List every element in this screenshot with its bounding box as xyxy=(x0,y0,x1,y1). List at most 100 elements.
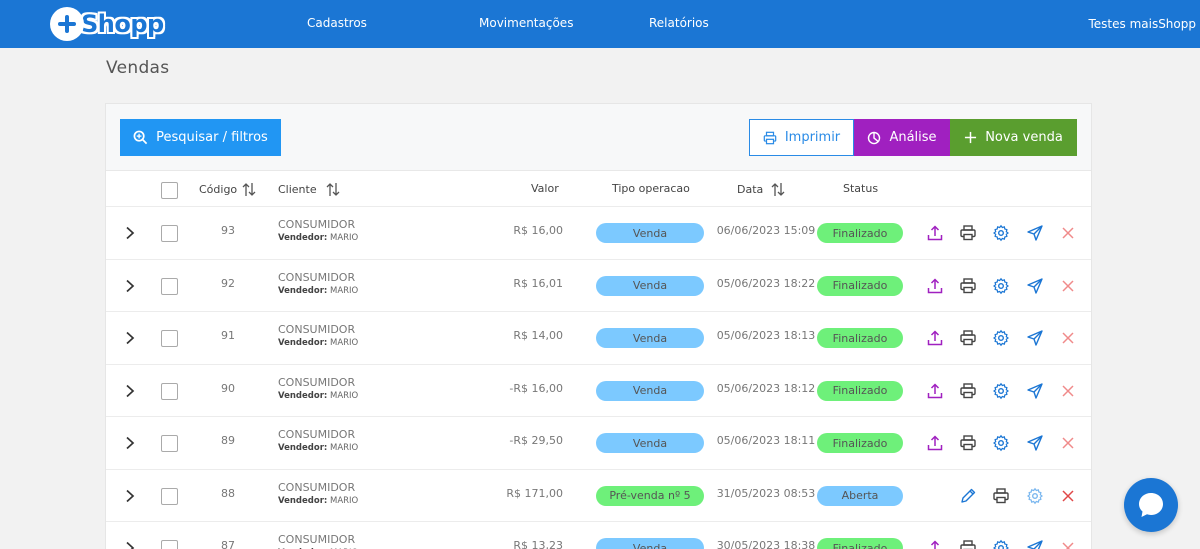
cell-data: 05/06/2023 18:11 xyxy=(716,434,816,447)
cell-codigo: 91 xyxy=(221,329,235,342)
gear-icon[interactable] xyxy=(992,434,1010,452)
cliente-name: CONSUMIDOR xyxy=(278,218,356,231)
cell-cliente: CONSUMIDOR Vendedor: MARIO xyxy=(278,428,358,453)
printer-icon[interactable] xyxy=(959,329,977,347)
cell-cliente: CONSUMIDOR Vendedor: MARIO xyxy=(278,533,358,549)
cell-cliente: CONSUMIDOR Vendedor: MARIO xyxy=(278,271,358,296)
table-row[interactable]: 87 CONSUMIDOR Vendedor: MARIO R$ 13,23 V… xyxy=(106,522,1091,549)
printer-icon[interactable] xyxy=(959,277,977,295)
close-icon[interactable] xyxy=(1059,382,1077,400)
nav-movimentacoes[interactable]: Movimentações xyxy=(479,16,574,30)
gear-icon[interactable] xyxy=(992,277,1010,295)
header-data-label: Data xyxy=(737,183,764,196)
upload-icon[interactable] xyxy=(926,382,944,400)
close-icon[interactable] xyxy=(1059,487,1077,505)
table-row[interactable]: 88 CONSUMIDOR Vendedor: MARIO R$ 171,00 … xyxy=(106,470,1091,522)
close-icon[interactable] xyxy=(1059,277,1077,295)
send-icon[interactable] xyxy=(1026,277,1044,295)
sort-icon xyxy=(771,183,785,196)
close-icon[interactable] xyxy=(1059,539,1077,549)
chat-button[interactable] xyxy=(1124,478,1178,532)
header-codigo[interactable]: Código xyxy=(199,182,256,197)
toolbar: Pesquisar / filtros Imprimir Análise Nov… xyxy=(106,104,1091,171)
table-row[interactable]: 91 CONSUMIDOR Vendedor: MARIO R$ 14,00 V… xyxy=(106,312,1091,365)
upload-icon[interactable] xyxy=(926,277,944,295)
table-header: Código Cliente Valor Tipo operacao Data … xyxy=(106,171,1091,207)
tipo-badge: Venda xyxy=(596,328,704,348)
search-filters-button[interactable]: Pesquisar / filtros xyxy=(120,119,281,156)
printer-icon[interactable] xyxy=(992,487,1010,505)
app-logo[interactable]: Shopp xyxy=(50,7,164,41)
cell-valor: R$ 14,00 xyxy=(513,329,563,342)
send-icon[interactable] xyxy=(1026,224,1044,242)
upload-icon[interactable] xyxy=(926,224,944,242)
user-menu[interactable]: Testes maisShopp xyxy=(1088,17,1196,31)
table-row[interactable]: 90 CONSUMIDOR Vendedor: MARIO -R$ 16,00 … xyxy=(106,365,1091,417)
row-checkbox[interactable] xyxy=(161,435,178,452)
header-data[interactable]: Data xyxy=(737,182,785,197)
table-row[interactable]: 89 CONSUMIDOR Vendedor: MARIO -R$ 29,50 … xyxy=(106,417,1091,470)
gear-icon[interactable] xyxy=(1026,487,1044,505)
gear-icon[interactable] xyxy=(992,329,1010,347)
send-icon[interactable] xyxy=(1026,434,1044,452)
header-codigo-label: Código xyxy=(199,183,238,196)
send-icon[interactable] xyxy=(1026,329,1044,347)
vendedor-line: Vendedor: MARIO xyxy=(278,443,358,453)
upload-icon[interactable] xyxy=(926,539,944,549)
chevron-right-icon[interactable] xyxy=(124,488,136,507)
vendedor-label: Vendedor: xyxy=(278,233,328,243)
close-icon[interactable] xyxy=(1059,434,1077,452)
row-checkbox[interactable] xyxy=(161,330,178,347)
row-checkbox[interactable] xyxy=(161,225,178,242)
row-checkbox[interactable] xyxy=(161,382,178,400)
chevron-right-icon[interactable] xyxy=(124,278,136,297)
cell-codigo: 89 xyxy=(221,434,235,447)
analise-button[interactable]: Análise xyxy=(854,119,950,156)
header-valor: Valor xyxy=(531,182,559,195)
printer-icon[interactable] xyxy=(959,539,977,549)
vendedor-name: MARIO xyxy=(330,390,359,401)
cell-codigo: 90 xyxy=(221,381,235,395)
chevron-right-icon[interactable] xyxy=(124,383,136,402)
chevron-right-icon[interactable] xyxy=(124,540,136,549)
upload-icon[interactable] xyxy=(926,329,944,347)
chevron-right-icon[interactable] xyxy=(124,330,136,349)
select-all-checkbox[interactable] xyxy=(161,182,178,199)
upload-icon[interactable] xyxy=(926,434,944,452)
cell-codigo: 87 xyxy=(221,539,235,549)
vendedor-line: Vendedor: MARIO xyxy=(278,233,358,243)
cell-valor: -R$ 29,50 xyxy=(509,434,563,447)
nav-cadastros[interactable]: Cadastros xyxy=(307,16,367,30)
table-row[interactable]: 93 CONSUMIDOR Vendedor: MARIO R$ 16,00 V… xyxy=(106,207,1091,260)
nav-relatorios[interactable]: Relatórios xyxy=(649,16,709,30)
gear-icon[interactable] xyxy=(992,382,1010,400)
print-button[interactable]: Imprimir xyxy=(749,119,854,156)
vendedor-label: Vendedor: xyxy=(278,390,328,401)
row-checkbox[interactable] xyxy=(161,277,178,295)
table-row[interactable]: 92 CONSUMIDOR Vendedor: MARIO R$ 16,01 V… xyxy=(106,260,1091,312)
printer-icon[interactable] xyxy=(959,224,977,242)
close-icon[interactable] xyxy=(1059,224,1077,242)
cell-cliente: CONSUMIDOR Vendedor: MARIO xyxy=(278,376,358,401)
send-icon[interactable] xyxy=(1026,382,1044,400)
printer-icon[interactable] xyxy=(959,434,977,452)
nova-venda-button[interactable]: Nova venda xyxy=(950,119,1077,156)
chevron-right-icon[interactable] xyxy=(124,225,136,244)
cell-data: 31/05/2023 08:53 xyxy=(716,486,816,500)
search-filters-label: Pesquisar / filtros xyxy=(156,130,268,145)
gear-icon[interactable] xyxy=(992,224,1010,242)
chat-icon xyxy=(1139,493,1163,517)
chevron-right-icon[interactable] xyxy=(124,435,136,454)
status-badge: Finalizado xyxy=(817,380,903,401)
gear-icon[interactable] xyxy=(992,539,1010,549)
cliente-name: CONSUMIDOR xyxy=(278,428,356,441)
row-checkbox[interactable] xyxy=(161,540,178,549)
header-cliente[interactable]: Cliente xyxy=(278,182,340,197)
plus-icon xyxy=(965,131,977,144)
send-icon[interactable] xyxy=(1026,539,1044,549)
tipo-badge: Venda xyxy=(596,538,704,549)
close-icon[interactable] xyxy=(1059,329,1077,347)
row-checkbox[interactable] xyxy=(161,487,178,505)
printer-icon[interactable] xyxy=(959,382,977,400)
pencil-icon[interactable] xyxy=(959,487,977,505)
